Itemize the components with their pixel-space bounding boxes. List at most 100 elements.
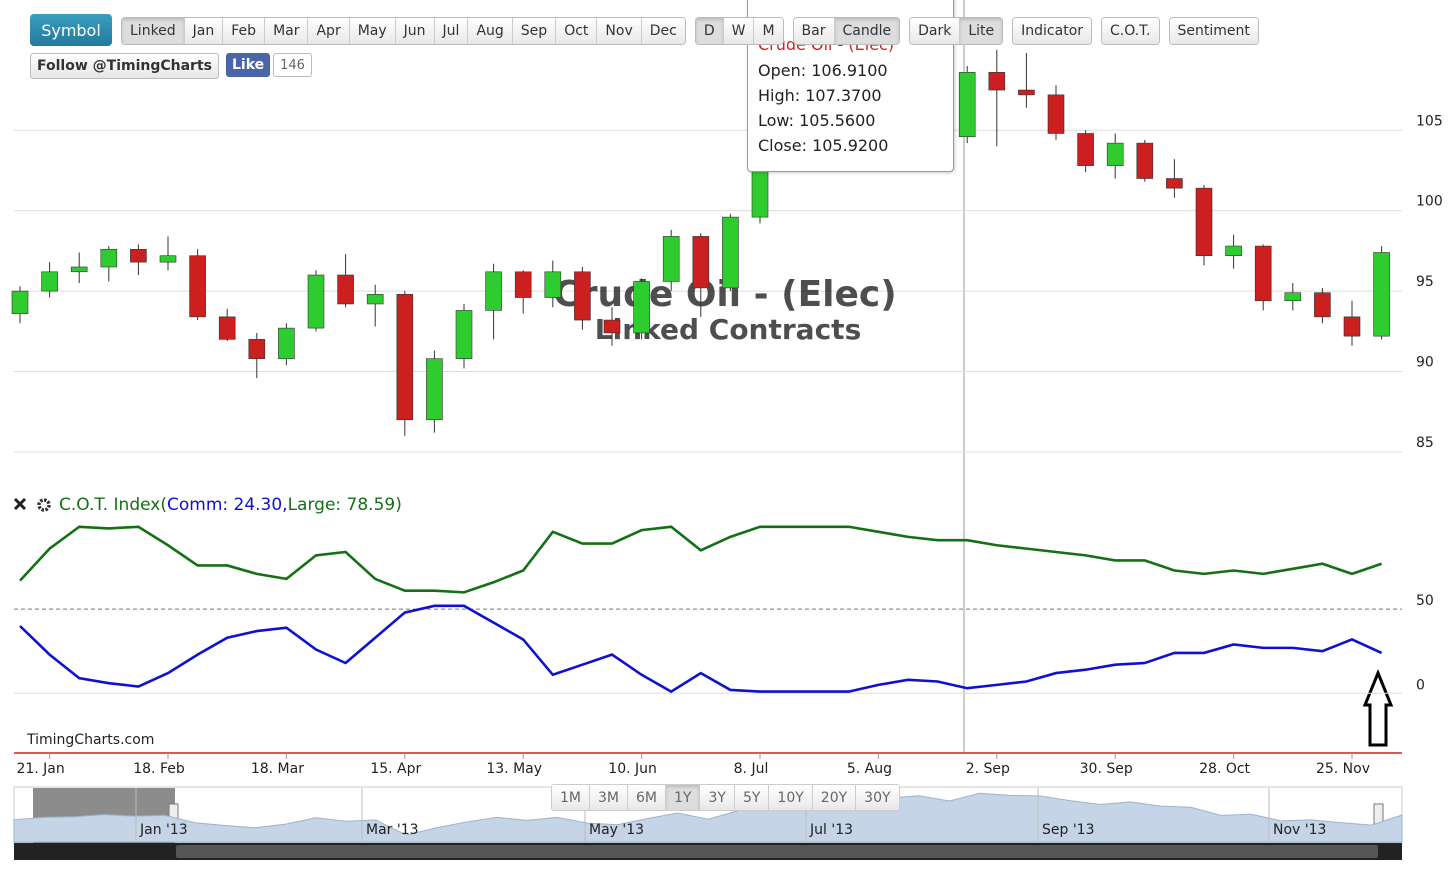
toolbar-button[interactable]: Lite	[959, 18, 1003, 44]
candle-body	[988, 72, 1006, 91]
toolbar-button[interactable]: May	[348, 18, 395, 44]
button-group: C.O.T.	[1101, 17, 1160, 45]
candle-body	[1284, 292, 1302, 302]
candles	[11, 49, 1390, 436]
toolbar-button[interactable]: M	[753, 18, 783, 44]
button-group: Dark Lite	[909, 17, 1004, 45]
range-button[interactable]: 1M	[552, 785, 589, 810]
symbol-button[interactable]: Symbol	[30, 14, 112, 46]
candle-body	[1225, 245, 1242, 257]
x-tick-label: 18. Feb	[133, 761, 185, 777]
toolbar-button[interactable]: Sep	[511, 18, 556, 44]
toolbar-button[interactable]: Aug	[467, 18, 512, 44]
y-tick-label: 50	[1416, 593, 1434, 609]
navigator-month: May '13	[589, 822, 644, 838]
candle-body	[1018, 89, 1035, 96]
toolbar-button[interactable]: Bar	[793, 18, 834, 44]
candle-body	[722, 216, 739, 289]
navigator-month: Sep '13	[1042, 822, 1095, 838]
candle-body	[1343, 316, 1361, 337]
candle-body	[337, 274, 354, 305]
button-group: Bar Candle	[792, 17, 901, 45]
toolbar-button[interactable]: Indicator	[1013, 18, 1092, 44]
candle-body	[1077, 133, 1094, 166]
toolbar-button[interactable]: Candle	[833, 18, 900, 44]
navigator-month: Mar '13	[366, 822, 419, 838]
toolbar-button[interactable]: Jan	[183, 18, 223, 44]
range-button[interactable]: 3M	[589, 785, 627, 810]
toolbar-button[interactable]: C.O.T.	[1102, 18, 1159, 44]
toolbar-button[interactable]: Mar	[264, 18, 308, 44]
tooltip-line: High: 107.3700	[758, 86, 882, 105]
toolbar-button[interactable]: Jun	[394, 18, 434, 44]
toolbar-button[interactable]: Oct	[555, 18, 597, 44]
candle-body	[662, 236, 680, 282]
scrollbar-thumb[interactable]	[176, 845, 1378, 858]
candle-body	[485, 271, 502, 311]
candle-body	[70, 266, 88, 273]
toolbar-button[interactable]: W	[722, 18, 754, 44]
candle-body	[248, 339, 266, 359]
navigator-month: Nov '13	[1273, 822, 1326, 838]
x-tick-label: 30. Sep	[1080, 761, 1133, 777]
range-button[interactable]: 6M	[627, 785, 665, 810]
candle-body	[278, 327, 295, 359]
x-tick-label: 28. Oct	[1199, 761, 1250, 777]
tooltip-line: Open: 106.9100	[758, 61, 888, 80]
toolbar-button[interactable]: Linked	[122, 18, 184, 44]
toolbar-button[interactable]: Dec	[640, 18, 685, 44]
x-tick-label: 15. Apr	[370, 761, 421, 777]
candle-body	[692, 236, 710, 289]
candle-body	[514, 271, 532, 298]
button-group: Indicator	[1012, 17, 1093, 45]
social-bar: Follow @TimingCharts Like 146	[30, 53, 312, 79]
candle-body	[1136, 142, 1154, 179]
toolbar-button[interactable]: Jul	[433, 18, 468, 44]
candle-body	[1166, 178, 1183, 189]
candle-body	[366, 294, 384, 305]
series-line	[19, 525, 1383, 594]
tooltip-line: Low: 105.5600	[758, 111, 876, 130]
y-tick-label: 105	[1416, 113, 1443, 129]
range-button[interactable]: 5Y	[733, 785, 769, 810]
annotation-arrow	[1362, 669, 1394, 747]
range-button[interactable]: 10Y	[768, 785, 812, 810]
close-icon[interactable]	[13, 497, 27, 511]
like-button[interactable]: Like	[225, 53, 271, 77]
candle-body	[307, 274, 325, 329]
candle-body	[455, 310, 473, 359]
range-button[interactable]: 1Y	[665, 785, 700, 810]
navigator-area	[13, 792, 1403, 843]
button-group: Sentiment	[1168, 17, 1259, 45]
candle-body	[426, 358, 443, 421]
legend-entry: Large: 78.59)	[288, 495, 402, 515]
range-button[interactable]: 3Y	[699, 785, 734, 810]
y-tick-label: 100	[1416, 194, 1443, 210]
x-tick-label: 21. Jan	[16, 761, 64, 777]
candle-body	[100, 248, 118, 268]
settings-icon[interactable]	[37, 498, 51, 512]
toolbar-button[interactable]: D	[695, 18, 723, 44]
toolbar-button[interactable]: Dark	[910, 18, 960, 44]
candle-body	[1195, 187, 1213, 257]
y-tick-label: 95	[1416, 274, 1434, 290]
x-tick-label: 5. Aug	[847, 761, 892, 777]
toolbar-button[interactable]: Apr	[307, 18, 349, 44]
navigator-month: Jul '13	[809, 822, 853, 838]
toolbar-button[interactable]: Nov	[596, 18, 641, 44]
range-button[interactable]: 20Y	[811, 785, 856, 810]
toolbar-button[interactable]: Feb	[222, 18, 265, 44]
range-button[interactable]: 30Y	[855, 785, 899, 810]
candle-body	[958, 72, 976, 137]
candle-body	[159, 255, 177, 263]
twitter-button[interactable]: Follow @TimingCharts	[30, 53, 219, 79]
toolbar-button[interactable]: Sentiment	[1169, 18, 1258, 44]
candle-body	[41, 271, 58, 292]
tooltip-line: Close: 105.9200	[758, 136, 889, 155]
candle-body	[603, 319, 621, 334]
button-group: Linked Jan Feb Mar Apr May Jun Jul Aug Sep Oct Nov D…	[121, 17, 686, 45]
